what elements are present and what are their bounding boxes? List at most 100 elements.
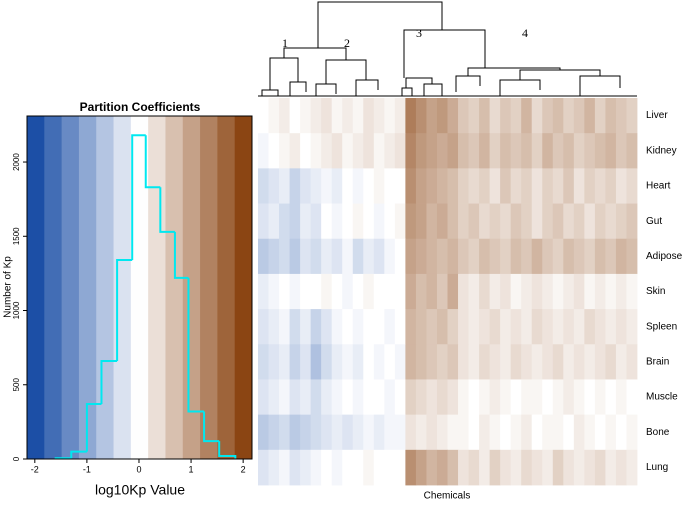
heatmap-cell: [300, 414, 312, 451]
heatmap-cell: [479, 168, 491, 204]
heatmap-cell: [479, 414, 491, 451]
heatmap-cell: [489, 133, 501, 169]
heatmap-cell: [373, 133, 385, 169]
heatmap-cell: [542, 133, 554, 169]
heatmap-cell: [458, 238, 469, 275]
color-band: [44, 116, 63, 459]
heatmap-cell: [405, 449, 417, 486]
heatmap-cell: [352, 344, 364, 380]
heatmap-cell: [500, 344, 512, 380]
heatmap-cell: [436, 133, 448, 169]
heatmap-cell: [458, 379, 469, 416]
heatmap-cell: [352, 168, 364, 204]
heatmap-cell: [458, 273, 469, 310]
heatmap-cell: [521, 203, 533, 240]
heatmap-cell: [258, 203, 269, 240]
heatmap-cell: [615, 379, 627, 416]
heatmap-cell: [500, 379, 512, 416]
heatmap-cell: [363, 449, 375, 486]
heatmap-cell: [373, 168, 385, 204]
heatmap-cell: [584, 414, 596, 451]
heatmap-cell: [268, 309, 280, 345]
heatmap-cell: [405, 168, 417, 204]
heatmap-cell: [531, 273, 543, 310]
heatmap-cell: [436, 203, 448, 240]
heatmap-cell: [289, 238, 301, 275]
heatmap-cell: [468, 203, 480, 240]
color-band: [113, 116, 132, 459]
heatmap-cell: [415, 98, 427, 134]
heatmap-cell: [626, 98, 638, 134]
heatmap-cell: [468, 449, 480, 486]
heatmap-cell: [363, 344, 375, 380]
heatmap-cell: [552, 344, 564, 380]
heatmap-cell: [331, 414, 343, 451]
histogram-bar: [173, 231, 189, 279]
heatmap-cell: [468, 273, 480, 310]
heatmap-cell: [415, 238, 427, 275]
heatmap-cell: [542, 449, 554, 486]
heatmap-cell: [563, 379, 575, 416]
heatmap-cell: [426, 98, 438, 134]
heatmap-cell: [426, 168, 438, 204]
heatmap-cell: [415, 273, 427, 310]
heatmap-cell: [542, 344, 554, 380]
dendrogram-branch: [315, 59, 379, 96]
heatmap-cell: [500, 414, 512, 451]
color-band: [130, 116, 149, 459]
heatmap-cell: [384, 344, 396, 380]
heatmap-cell: [584, 344, 596, 380]
row-label: Muscle: [646, 392, 678, 403]
heatmap-cell: [573, 168, 585, 204]
heatmap-cell: [626, 273, 638, 310]
heatmap-cell: [321, 133, 333, 169]
heatmap-cell: [415, 449, 427, 486]
heatmap-cell: [510, 238, 522, 275]
heatmap-cell: [310, 273, 322, 310]
color-band: [27, 116, 45, 459]
heatmap-cell: [331, 344, 343, 380]
heatmap-cell: [363, 133, 375, 169]
heatmap-cell: [615, 273, 627, 310]
heatmap-cell: [321, 449, 333, 486]
heatmap-cell: [300, 238, 312, 275]
heatmap-cell: [510, 133, 522, 169]
dendrogram-branch: [455, 67, 621, 96]
heatmap-cell: [321, 309, 333, 345]
heatmap-cell: [573, 238, 585, 275]
heatmap-cell: [447, 344, 459, 380]
heatmap-cell: [300, 344, 312, 380]
heatmap-cell: [289, 203, 301, 240]
heatmap-cell: [342, 344, 354, 380]
heatmap-cell: [552, 168, 564, 204]
cluster-label: 1: [282, 36, 288, 50]
heatmap-cell: [521, 238, 533, 275]
heatmap-cell: [605, 273, 617, 310]
heatmap-cell: [563, 98, 575, 134]
heatmap-cell: [300, 273, 312, 310]
heatmap-cell: [394, 98, 406, 134]
heatmap-cell: [373, 203, 385, 240]
color-band: [200, 116, 218, 459]
heatmap-cell: [489, 414, 501, 451]
heatmap-cell: [258, 238, 269, 275]
heatmap-cell: [563, 203, 575, 240]
heatmap-cell: [436, 449, 448, 486]
heatmap-cell: [331, 203, 343, 240]
heatmap-cell: [321, 414, 333, 451]
heatmap-cell: [542, 379, 554, 416]
heatmap-cell: [521, 449, 533, 486]
heatmap-cell: [342, 238, 354, 275]
heatmap-cell: [615, 98, 627, 134]
heatmap-cell: [605, 414, 617, 451]
histogram-bar: [100, 360, 118, 405]
heatmap-cell: [394, 449, 406, 486]
dendrogram-branch: [403, 29, 486, 78]
heatmap-cell: [521, 414, 533, 451]
histogram-bar: [70, 450, 87, 459]
heatmap-cell: [373, 98, 385, 134]
heatmap-cell: [394, 273, 406, 310]
heatmap-cell: [289, 98, 301, 134]
color-band: [234, 116, 253, 459]
chart-title: Partition Coefficients: [80, 100, 201, 114]
